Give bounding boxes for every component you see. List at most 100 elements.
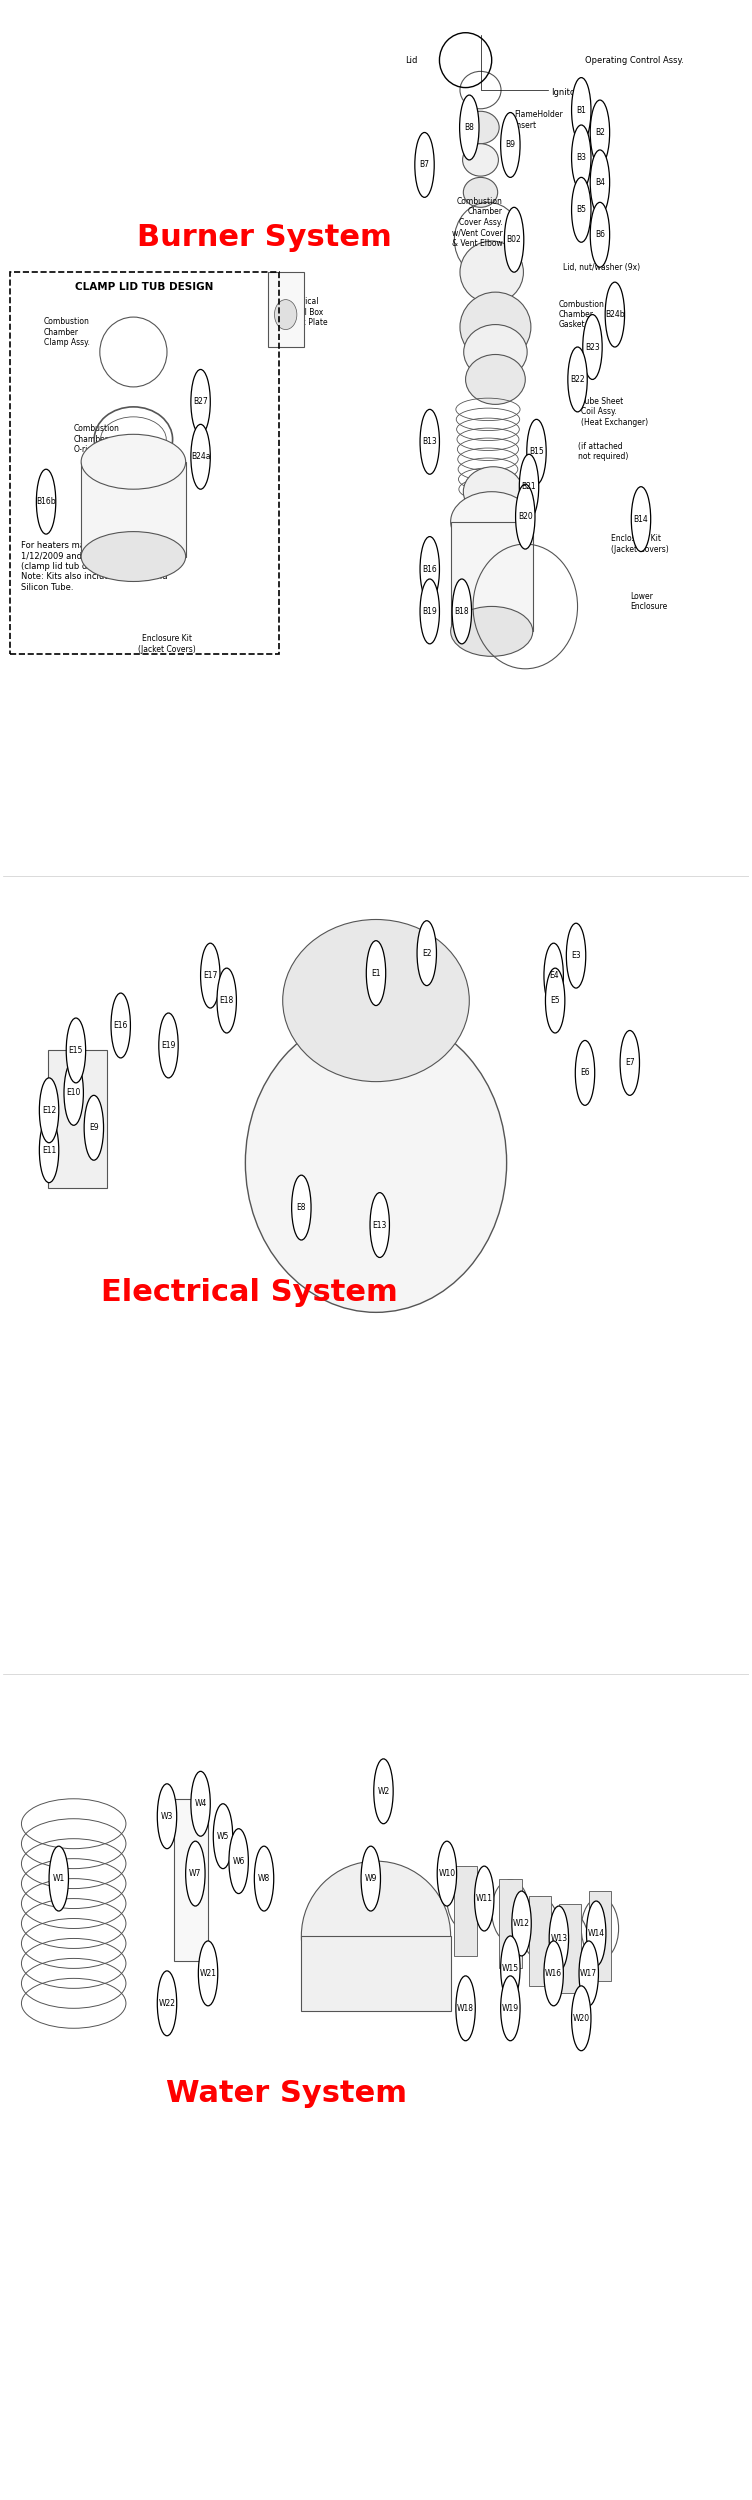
Circle shape [590, 100, 610, 165]
Text: B02: B02 [507, 235, 521, 245]
Text: Combustion
Chamber
O-ring: Combustion Chamber O-ring [74, 425, 120, 455]
Circle shape [191, 425, 211, 490]
Text: B2: B2 [595, 127, 605, 138]
Circle shape [420, 538, 439, 602]
Circle shape [229, 1828, 248, 1892]
Circle shape [505, 208, 524, 272]
Text: W13: W13 [550, 1935, 568, 1942]
Text: B5: B5 [576, 205, 587, 215]
Circle shape [157, 1970, 177, 2035]
Text: Operating Control Assy.: Operating Control Assy. [585, 55, 684, 65]
Text: W12: W12 [513, 1920, 530, 1928]
Text: E9: E9 [89, 1122, 99, 1132]
Text: Combustion
Chamber
Gasket: Combustion Chamber Gasket [559, 300, 605, 330]
Text: W18: W18 [457, 2005, 474, 2013]
Circle shape [420, 410, 439, 475]
Text: B7: B7 [420, 160, 429, 170]
Bar [81, 462, 186, 558]
Circle shape [568, 348, 587, 413]
Text: Enclosure Kit
(Jacket Covers): Enclosure Kit (Jacket Covers) [611, 535, 669, 555]
Text: Enclosure Kit
(Jacket Covers): Enclosure Kit (Jacket Covers) [138, 635, 196, 652]
Text: E15: E15 [68, 1045, 83, 1055]
Circle shape [579, 1940, 599, 2005]
Bar [499, 1878, 522, 1968]
Text: Burner System: Burner System [137, 222, 391, 253]
Circle shape [544, 942, 563, 1008]
Text: E10: E10 [66, 1088, 81, 1098]
Circle shape [512, 1890, 531, 1955]
Circle shape [452, 580, 472, 645]
Circle shape [214, 1805, 232, 1868]
Ellipse shape [460, 240, 523, 302]
Ellipse shape [274, 300, 297, 330]
Text: W1: W1 [53, 1875, 65, 1882]
Ellipse shape [81, 435, 186, 490]
Circle shape [159, 1013, 178, 1078]
Text: B6: B6 [595, 230, 605, 240]
Circle shape [575, 1040, 595, 1105]
Text: FlameHolder
Insert: FlameHolder Insert [514, 110, 562, 130]
Text: B9: B9 [505, 140, 515, 150]
Circle shape [415, 132, 434, 198]
Circle shape [620, 1030, 639, 1095]
Text: W22: W22 [159, 2000, 175, 2008]
Circle shape [39, 1078, 59, 1142]
Circle shape [527, 420, 546, 485]
Ellipse shape [283, 920, 469, 1082]
Text: W2: W2 [378, 1788, 390, 1795]
Circle shape [566, 922, 586, 988]
Text: B19: B19 [423, 608, 437, 615]
Text: B20: B20 [518, 512, 532, 520]
Text: E8: E8 [296, 1202, 306, 1212]
Text: W6: W6 [232, 1858, 245, 1865]
Text: E13: E13 [372, 1220, 387, 1230]
Ellipse shape [450, 608, 532, 658]
Circle shape [437, 1840, 456, 1905]
Text: E19: E19 [161, 1040, 176, 1050]
Circle shape [572, 78, 591, 142]
Bar [559, 1902, 581, 1992]
Circle shape [590, 202, 610, 268]
Text: E17: E17 [203, 970, 217, 980]
Circle shape [501, 1935, 520, 2000]
Text: Combustion
Chamber
Clamp Assy.: Combustion Chamber Clamp Assy. [44, 318, 89, 348]
Text: W9: W9 [365, 1875, 377, 1882]
Text: W19: W19 [502, 2005, 519, 2013]
Circle shape [157, 1785, 177, 1848]
Ellipse shape [302, 1860, 450, 2010]
Text: Lid, nut/washer (9x): Lid, nut/washer (9x) [562, 262, 640, 272]
Circle shape [605, 282, 625, 348]
Ellipse shape [81, 532, 186, 582]
Text: For heaters manufactured between
1/12/2009 and 10/31/2013
(clamp lid tub design): For heaters manufactured between 1/12/20… [22, 540, 171, 592]
Circle shape [572, 125, 591, 190]
Text: B27: B27 [193, 398, 208, 408]
Circle shape [292, 1175, 311, 1240]
Circle shape [587, 1900, 606, 1965]
Circle shape [631, 488, 650, 552]
Text: B22: B22 [570, 375, 585, 385]
Text: E1: E1 [371, 968, 381, 978]
Circle shape [361, 1845, 381, 1910]
Text: Ignitor: Ignitor [551, 88, 579, 98]
Text: Lower
Enclosure: Lower Enclosure [629, 592, 667, 610]
Circle shape [572, 1985, 591, 2050]
Ellipse shape [450, 492, 532, 552]
Circle shape [39, 1118, 59, 1182]
Text: E16: E16 [114, 1020, 128, 1030]
Circle shape [84, 1095, 104, 1160]
Circle shape [64, 1060, 83, 1125]
Ellipse shape [463, 177, 498, 208]
Circle shape [66, 1017, 86, 1082]
Ellipse shape [462, 112, 499, 142]
Circle shape [520, 455, 538, 520]
Circle shape [370, 1192, 390, 1258]
Circle shape [366, 940, 386, 1005]
Text: B15: B15 [529, 448, 544, 458]
Circle shape [36, 470, 56, 535]
Text: B24b: B24b [605, 310, 625, 320]
Text: Lid: Lid [405, 55, 417, 65]
Circle shape [501, 1975, 520, 2040]
Circle shape [475, 1865, 494, 1930]
Ellipse shape [463, 468, 523, 518]
Text: W5: W5 [217, 1832, 229, 1840]
